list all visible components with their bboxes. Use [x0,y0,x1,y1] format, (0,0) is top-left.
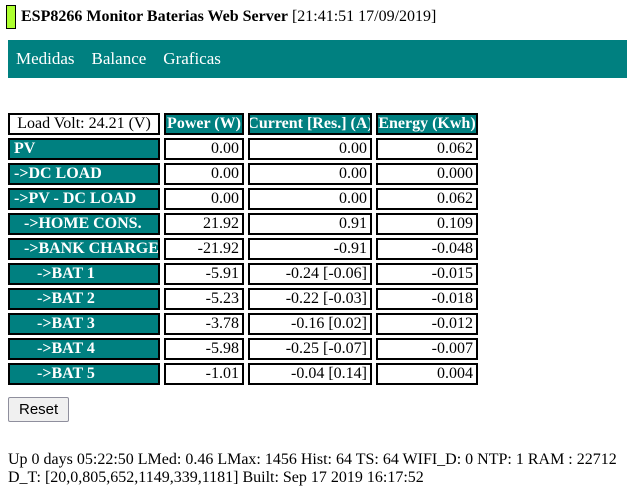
current-value: 0.91 [248,213,372,235]
energy-value: 0.004 [376,363,478,385]
load-volt-header: Load Volt: 24.21 (V) [8,113,160,135]
power-value: -21.92 [164,238,244,260]
current-value: -0.16 [0.02] [248,313,372,335]
energy-value: 0.062 [376,138,478,160]
energy-value: -0.048 [376,238,478,260]
current-value: -0.04 [0.14] [248,363,372,385]
power-value: -3.78 [164,313,244,335]
power-value: 0.00 [164,188,244,210]
power-value: 0.00 [164,163,244,185]
current-value: 0.00 [248,138,372,160]
current-value: -0.22 [-0.03] [248,288,372,310]
current-value: -0.91 [248,238,372,260]
nav-item-graficas[interactable]: Graficas [163,49,221,68]
row-label: ->BAT 5 [8,363,160,385]
row-label: ->BAT 2 [8,288,160,310]
row-label: ->BAT 4 [8,338,160,360]
energy-value: 0.000 [376,163,478,185]
current-value: -0.24 [-0.06] [248,263,372,285]
power-value: 21.92 [164,213,244,235]
nav-item-medidas[interactable]: Medidas [16,49,75,68]
status-line-2: D_T: [20,0,805,652,1149,339,1181] Built:… [8,469,424,486]
energy-value: 0.109 [376,213,478,235]
power-value: -5.98 [164,338,244,360]
energy-column-header: Energy (Kwh) [376,113,478,135]
status-line-1: Up 0 days 05:22:50 LMed: 0.46 LMax: 1456… [8,451,617,468]
power-value: -1.01 [164,363,244,385]
reset-button[interactable]: Reset [8,397,70,422]
power-value: -5.23 [164,288,244,310]
energy-value: -0.018 [376,288,478,310]
power-value: -5.91 [164,263,244,285]
title-timestamp: [21:41:51 17/09/2019] [291,8,437,25]
energy-value: -0.015 [376,263,478,285]
energy-value: -0.007 [376,338,478,360]
status-led-icon [6,5,16,29]
app-title: ESP8266 Monitor Baterias Web Server [21,8,288,25]
row-label: ->HOME CONS. [8,213,160,235]
row-label: ->BAT 1 [8,263,160,285]
energy-value: 0.062 [376,188,478,210]
power-column-header: Power (W) [164,113,244,135]
energy-value: -0.012 [376,313,478,335]
current-column-header: Current [Res.] (A) [248,113,372,135]
nav-item-balance[interactable]: Balance [91,49,147,68]
row-label: ->BANK CHARGE [8,238,160,260]
measurements-table: Load Volt: 24.21 (V) Power (W) Current [… [8,113,478,385]
power-value: 0.00 [164,138,244,160]
status-footer: Up 0 days 05:22:50 LMed: 0.46 LMax: 1456… [8,451,619,487]
current-value: 0.00 [248,163,372,185]
row-label: ->PV - DC LOAD [8,188,160,210]
row-label: ->DC LOAD [8,163,160,185]
row-label: PV [8,138,160,160]
nav-bar: Medidas Balance Graficas [8,40,627,78]
row-label: ->BAT 3 [8,313,160,335]
current-value: 0.00 [248,188,372,210]
page-title: ESP8266 Monitor Baterias Web Server [21:… [6,5,627,29]
current-value: -0.25 [-0.07] [248,338,372,360]
